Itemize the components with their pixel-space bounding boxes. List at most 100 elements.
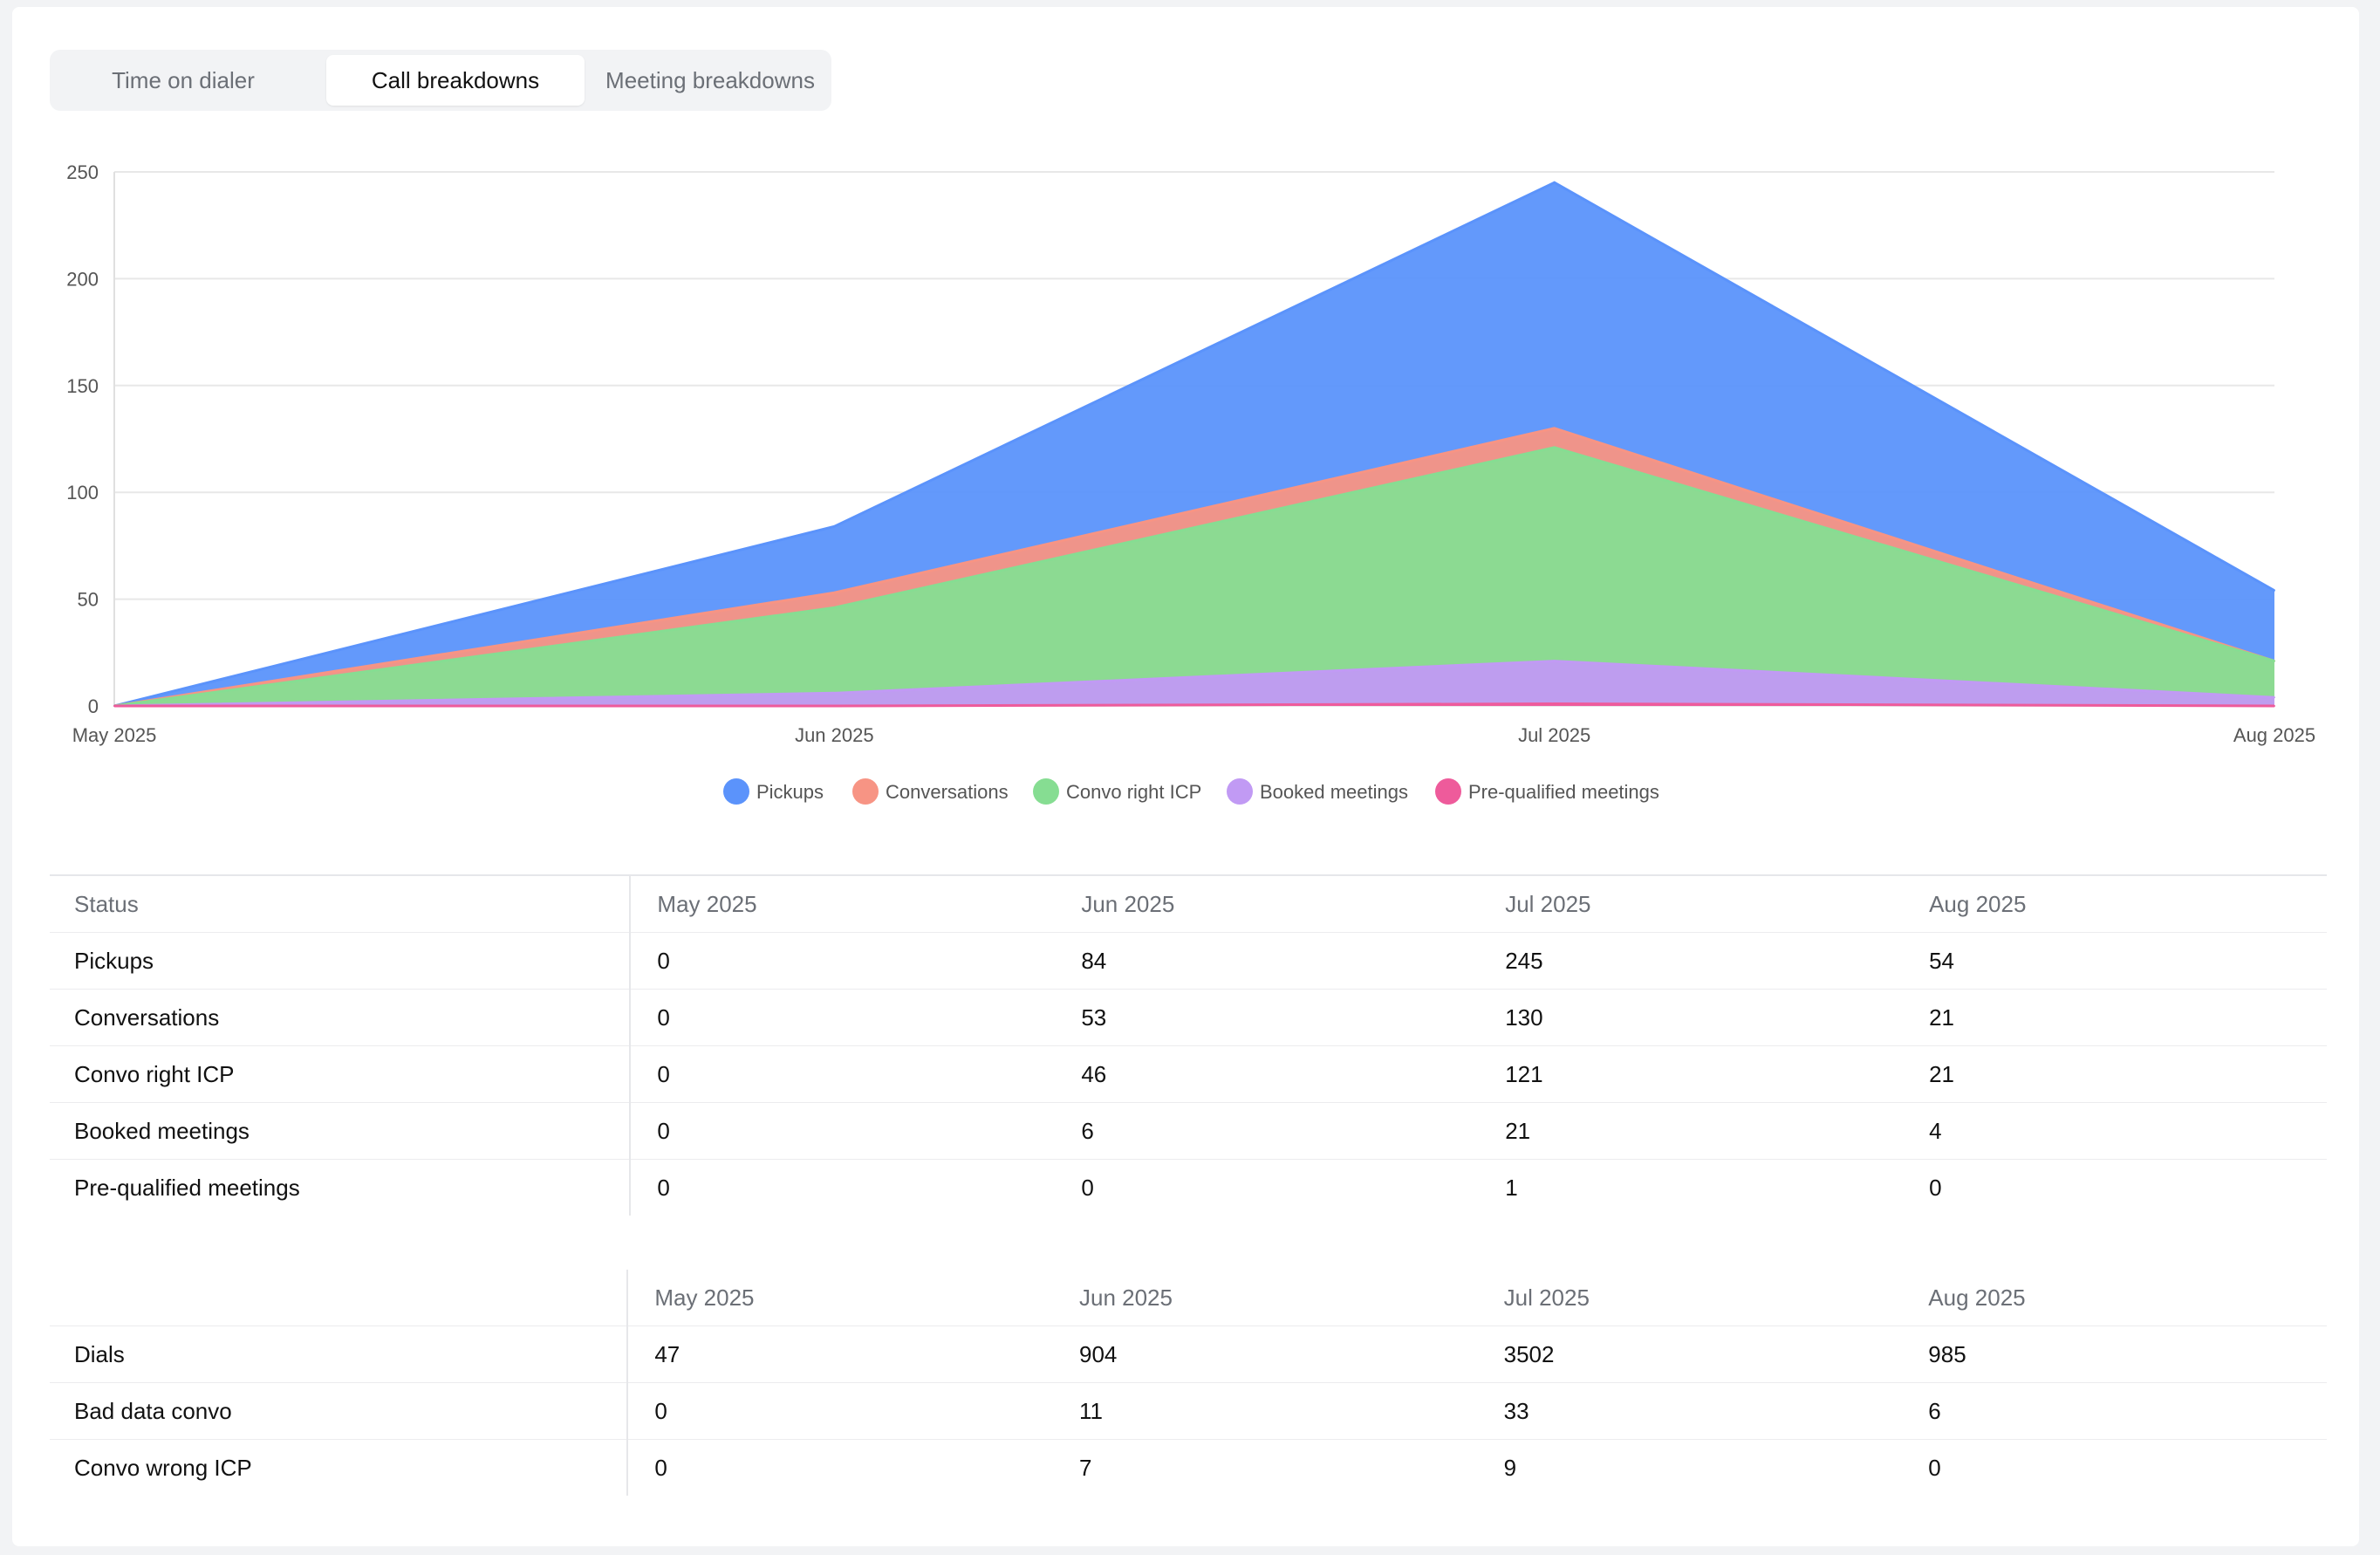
table-cell: 0: [630, 932, 1056, 990]
tab-time-on-dialer[interactable]: Time on dialer: [112, 67, 255, 93]
legend-label: Convo right ICP: [1066, 781, 1201, 803]
data-point: [833, 525, 836, 528]
legend-swatch: [1033, 778, 1059, 805]
data-point: [833, 705, 836, 707]
column-header: Status: [50, 875, 632, 933]
area-booked-meetings: [114, 661, 2274, 706]
tab-bar: Time on dialer Call breakdowns Meeting b…: [50, 50, 831, 111]
table-cell: 33: [1477, 1382, 1903, 1440]
data-point: [2274, 705, 2275, 707]
table-row: Booked meetings 0 6 21 4: [50, 1102, 2327, 1160]
line-pre-qualified-meetings: [114, 702, 2275, 708]
data-point: [1553, 427, 1556, 429]
line-pickups: [113, 181, 2275, 708]
data-point: [113, 705, 115, 707]
table-cell: 3502: [1477, 1326, 1903, 1383]
legend-swatch: [852, 778, 879, 805]
column-header: Jun 2025: [1052, 1270, 1478, 1326]
column-header: Jul 2025: [1479, 875, 1904, 933]
tab-meeting-breakdowns[interactable]: Meeting breakdowns: [605, 67, 815, 93]
row-label: Conversations: [50, 989, 632, 1046]
table-cell: 0: [627, 1382, 1053, 1440]
table-header-row: Status May 2025 Jun 2025 Jul 2025 Aug 20…: [50, 875, 2327, 933]
legend-label: Conversations: [886, 781, 1009, 803]
table-cell: 21: [1903, 989, 2327, 1046]
line-convo-right-icp: [113, 446, 2275, 708]
x-tick-label: Jul 2025: [1518, 724, 1590, 746]
y-tick-label: 250: [66, 161, 99, 183]
status-table: Status May 2025 Jun 2025 Jul 2025 Aug 20…: [50, 874, 2327, 1216]
table-cell: 11: [1052, 1382, 1478, 1440]
table-cell: 0: [630, 989, 1056, 1046]
area-convo-right-icp: [114, 447, 2274, 706]
table-row: Pre-qualified meetings 0 0 1 0: [50, 1159, 2327, 1216]
table-cell: 53: [1055, 989, 1480, 1046]
table-cell: 0: [1928, 1454, 1941, 1481]
legend-label: Pre-qualified meetings: [1468, 781, 1659, 803]
data-point: [1553, 660, 1556, 662]
legend-swatch: [1435, 778, 1461, 805]
table-cell: 21: [1479, 1102, 1904, 1160]
data-point: [833, 606, 836, 609]
legend-label: Booked meetings: [1260, 781, 1408, 803]
table-cell: 7: [1078, 1454, 1092, 1481]
data-point: [1553, 182, 1556, 184]
line-conversations: [113, 427, 2275, 708]
dials-table: May 2025 Jun 2025 Jul 2025 Aug 2025 Dial…: [50, 1270, 2327, 1496]
table-cell: 6: [1055, 1102, 1480, 1160]
data-point: [1553, 702, 1556, 705]
row-label: Pickups: [50, 932, 632, 990]
table-row: Convo right ICP 0 46 121 21: [50, 1045, 2327, 1103]
legend-swatch: [723, 778, 749, 805]
row-label: Bad data convo: [50, 1382, 629, 1440]
y-tick-label: 200: [66, 268, 99, 290]
table-cell: 0: [654, 1454, 667, 1481]
data-point: [1553, 446, 1556, 449]
table-cell: 47: [627, 1326, 1053, 1383]
row-label: Convo wrong ICP: [50, 1439, 629, 1496]
row-label: Booked meetings: [50, 1102, 632, 1160]
table-row: Bad data convo 0 11 33 6: [50, 1382, 2327, 1440]
column-header: [50, 1270, 629, 1326]
table-cell: 54: [1903, 932, 2327, 990]
column-header: Jun 2025: [1055, 875, 1480, 933]
data-point: [2274, 660, 2275, 662]
table-header-row: May 2025 Jun 2025 Jul 2025 Aug 2025: [50, 1270, 2327, 1326]
call-breakdowns-area-chart: 0 50 100 150 200 250 May 2025 Jun 2025 Jul 2025 A…: [66, 161, 2315, 805]
table-cell: 4: [1903, 1102, 2327, 1160]
x-tick-label: Aug 2025: [2233, 724, 2315, 746]
data-point: [833, 692, 836, 695]
y-tick-label: 0: [88, 695, 99, 717]
table-cell: 46: [1055, 1045, 1480, 1103]
table-cell: 21: [1903, 1045, 2327, 1103]
table-cell: 0: [657, 1174, 670, 1201]
column-header: Aug 2025: [1902, 1270, 2327, 1326]
table-cell: 9: [1503, 1454, 1517, 1481]
column-header: May 2025: [627, 1270, 1053, 1326]
table-cell: 0: [630, 1102, 1056, 1160]
data-point: [2274, 589, 2275, 592]
table-cell: 985: [1902, 1326, 2327, 1383]
column-header: Aug 2025: [1903, 875, 2327, 933]
table-cell: 1: [1505, 1174, 1518, 1201]
x-tick-label: May 2025: [72, 724, 157, 746]
y-tick-label: 100: [66, 482, 99, 503]
row-label: Dials: [50, 1326, 629, 1383]
table-cell: 121: [1479, 1045, 1904, 1103]
table-cell: 0: [1929, 1174, 1942, 1201]
table-row: Dials 47 904 3502 985: [50, 1326, 2327, 1383]
row-label: Convo right ICP: [50, 1045, 632, 1103]
table-cell: 0: [1081, 1174, 1094, 1201]
table-cell: 904: [1052, 1326, 1478, 1383]
tab-call-breakdowns[interactable]: Call breakdowns: [326, 55, 585, 106]
table-cell: 6: [1902, 1382, 2327, 1440]
x-tick-label: Jun 2025: [795, 724, 874, 746]
data-point: [833, 592, 836, 594]
table-row: Pickups 0 84 245 54: [50, 932, 2327, 990]
column-header: Jul 2025: [1477, 1270, 1903, 1326]
table-cell: 245: [1479, 932, 1904, 990]
table-row: Convo wrong ICP 0 7 9 0: [50, 1439, 2327, 1496]
legend-label: Pickups: [756, 781, 824, 803]
y-tick-label: 150: [66, 375, 99, 397]
data-point: [2274, 696, 2275, 699]
